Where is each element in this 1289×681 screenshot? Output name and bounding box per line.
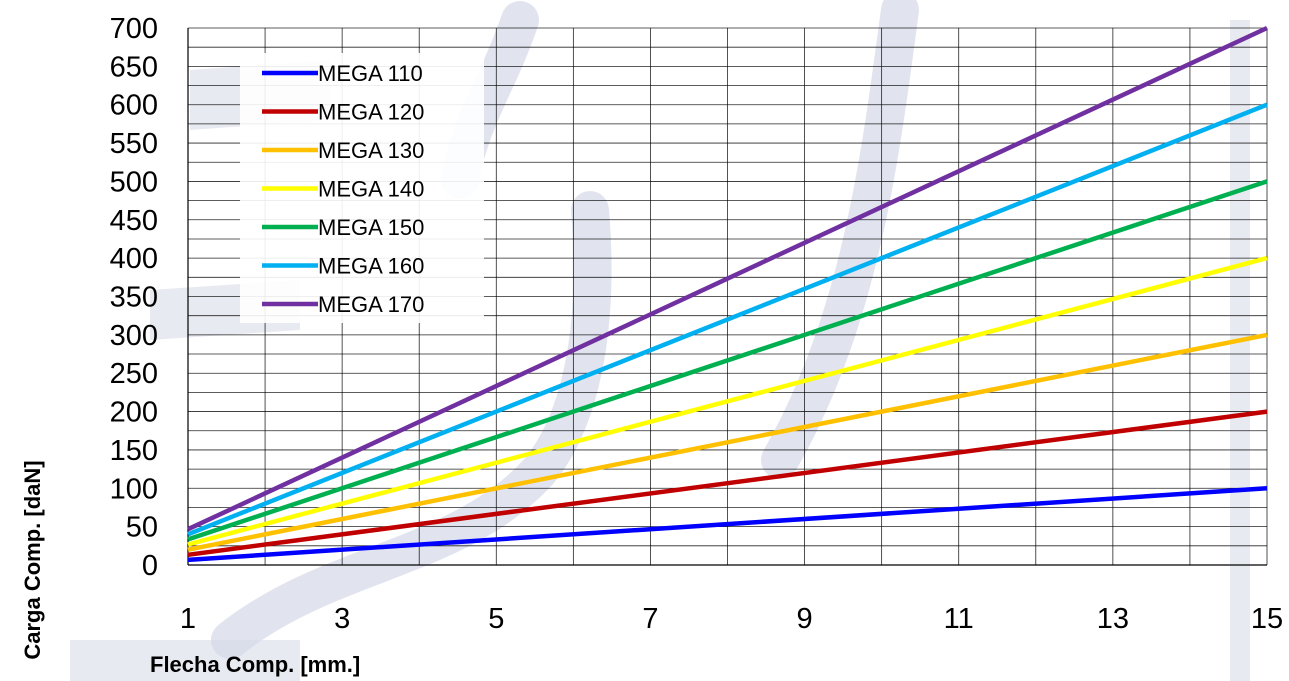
series-line [187,409,1268,558]
legend-label: MEGA 130 [318,138,424,163]
x-tick-label: 1 [180,603,196,635]
series-lines [187,25,1268,563]
y-tick-label: 400 [110,243,158,275]
x-tick-label: 13 [1097,603,1129,635]
y-tick-label: 450 [110,205,158,237]
watermark-stroke [1230,20,1250,681]
watermark-stroke [211,191,612,659]
axes [187,28,1267,566]
y-tick-label: 500 [110,166,158,198]
x-axis-title: Flecha Comp. [mm.] [150,652,360,677]
series-line [187,332,1268,552]
legend-label: MEGA 150 [318,215,424,240]
y-tick-label: 550 [110,128,158,160]
y-tick-label: 600 [110,90,158,122]
y-tick-label: 250 [110,358,158,390]
series-line [187,486,1268,563]
legend: MEGA 110 MEGA 120 MEGA 130 MEGA 140 MEGA 150… [240,53,484,323]
y-tick-label: 200 [110,397,158,429]
y-tick-label: 650 [110,51,158,83]
legend-label: MEGA 140 [318,177,424,202]
x-tick-label: 11 [944,603,974,635]
y-axis-title: Carga Comp. [daN] [20,460,45,659]
tick-labels: 0 50 100 150 200 250 300 350 400 450 500 550 600 650 7… [110,13,1284,635]
x-tick-label: 3 [334,603,350,635]
series-line [187,25,1268,532]
legend-label: MEGA 170 [318,292,424,317]
y-tick-label: 50 [126,512,158,544]
x-tick-label: 9 [797,603,813,635]
y-tick-label: 0 [142,550,158,582]
y-tick-label: 300 [110,320,158,352]
x-tick-label: 15 [1251,603,1283,635]
y-tick-label: 100 [110,473,158,505]
legend-label: MEGA 120 [318,100,424,125]
x-tick-label: 5 [488,603,504,635]
series-line [187,255,1268,547]
y-tick-label: 700 [110,13,158,45]
y-tick-label: 350 [110,282,158,314]
x-tick-label: 7 [642,603,658,635]
legend-label: MEGA 160 [318,254,424,279]
series-line [187,179,1268,542]
y-tick-label: 150 [110,435,158,467]
legend-label: MEGA 110 [318,61,423,86]
series-line [187,102,1268,537]
watermark-stroke [70,640,300,681]
